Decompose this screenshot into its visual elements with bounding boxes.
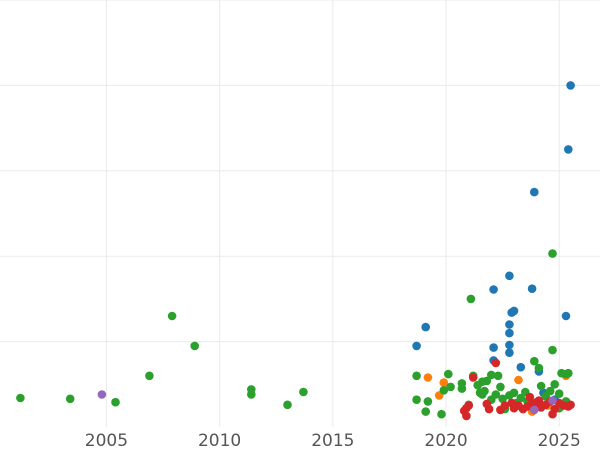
data-point <box>564 145 573 154</box>
data-point <box>505 348 514 358</box>
data-point <box>550 404 559 414</box>
data-point <box>412 341 421 351</box>
data-point <box>423 397 433 406</box>
data-point <box>509 306 519 316</box>
data-point <box>491 390 501 399</box>
data-point <box>548 345 557 355</box>
data-point <box>412 371 421 381</box>
data-point <box>468 373 478 382</box>
data-points <box>16 81 575 421</box>
data-point <box>516 393 526 403</box>
data-point <box>464 401 474 410</box>
data-point <box>509 388 519 398</box>
data-point <box>493 371 503 381</box>
data-point <box>548 249 557 258</box>
data-point <box>489 285 498 294</box>
data-point <box>190 341 199 351</box>
data-point <box>545 386 555 396</box>
grid-lines <box>0 0 600 427</box>
data-point <box>534 363 544 373</box>
data-point <box>516 362 526 372</box>
data-point <box>466 294 476 304</box>
data-point <box>505 340 514 350</box>
data-point <box>550 380 559 389</box>
data-point <box>487 370 496 380</box>
series-0 <box>412 81 575 405</box>
data-point <box>283 400 292 410</box>
data-point <box>530 405 539 415</box>
data-point <box>167 311 177 321</box>
data-point <box>505 328 514 338</box>
data-point <box>566 81 575 90</box>
x-axis-tick-labels: 2005 2010 2015 2020 2025 <box>85 431 581 450</box>
data-point <box>16 393 25 403</box>
data-point <box>536 381 546 391</box>
data-point <box>412 395 421 405</box>
data-point <box>421 407 431 416</box>
data-point <box>491 358 501 368</box>
data-point <box>548 396 557 405</box>
x-tick-label-2015: 2015 <box>311 431 354 450</box>
data-point <box>561 311 571 321</box>
data-point <box>97 390 107 399</box>
x-tick-label-2020: 2020 <box>424 431 467 450</box>
data-point <box>247 390 256 399</box>
data-point <box>446 382 455 392</box>
data-point <box>530 187 539 197</box>
data-point <box>299 387 308 397</box>
data-point <box>505 271 514 281</box>
data-point <box>489 343 498 352</box>
data-point <box>484 404 494 414</box>
data-point <box>437 409 446 419</box>
data-point <box>482 376 492 386</box>
data-point <box>439 378 449 387</box>
data-point <box>498 394 507 404</box>
data-point <box>564 368 573 378</box>
data-point <box>421 322 431 332</box>
x-tick-label-2010: 2010 <box>198 431 241 450</box>
data-point <box>444 369 453 379</box>
data-point <box>554 389 564 399</box>
data-point <box>534 396 544 405</box>
data-point <box>65 394 75 404</box>
data-point <box>505 320 514 329</box>
data-point <box>525 392 535 402</box>
data-point <box>457 384 467 393</box>
data-point <box>514 375 523 385</box>
data-point <box>145 371 154 381</box>
data-point <box>496 382 505 392</box>
data-point <box>439 386 449 395</box>
series-4 <box>97 390 557 415</box>
data-point <box>111 397 120 407</box>
data-point <box>478 390 487 399</box>
data-point <box>530 356 539 366</box>
x-tick-label-2025: 2025 <box>538 431 581 450</box>
data-point <box>500 401 510 410</box>
data-point <box>462 411 471 421</box>
series-3 <box>459 358 575 421</box>
data-point <box>527 284 537 294</box>
data-point <box>423 373 433 382</box>
x-tick-label-2005: 2005 <box>85 431 128 450</box>
data-point <box>566 400 575 410</box>
